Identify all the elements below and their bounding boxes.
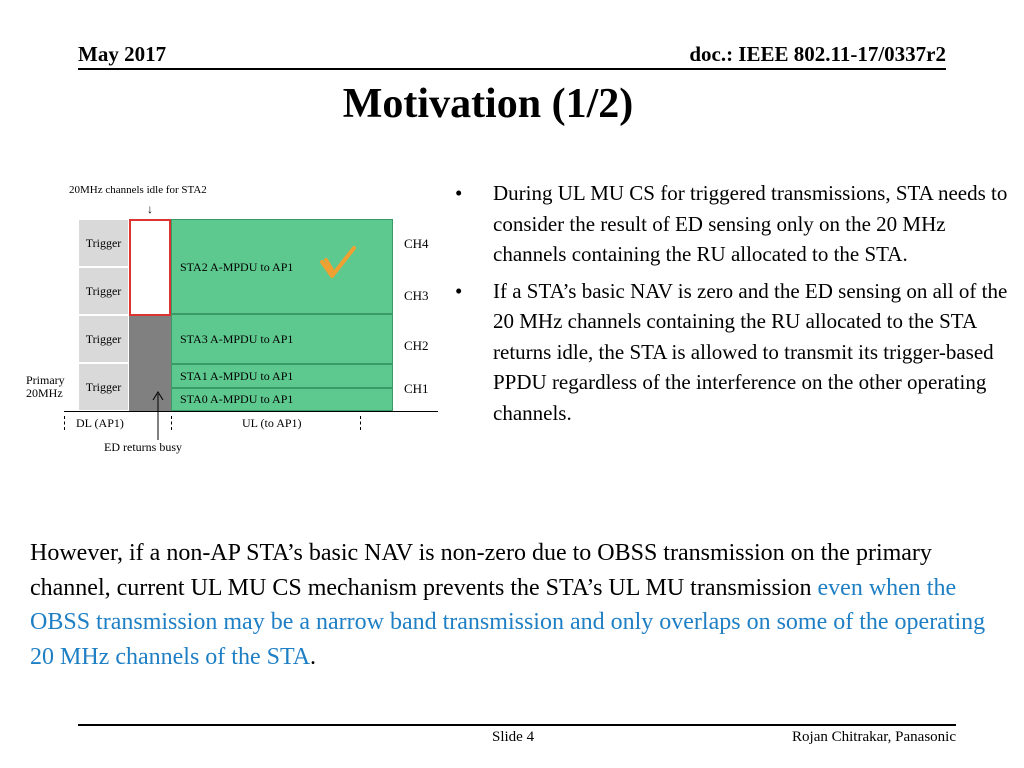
axis-tick-start	[64, 416, 66, 430]
trigger-ch3: Trigger	[78, 267, 129, 315]
sta1-block: STA1 A-MPDU to AP1	[171, 364, 393, 388]
paragraph-end: .	[310, 643, 317, 670]
bullet-item: • During UL MU CS for triggered transmiss…	[455, 178, 1010, 270]
busy-gap-box	[129, 316, 171, 411]
axis-tick-mid	[171, 416, 173, 430]
ul-label: UL (to AP1)	[242, 416, 302, 430]
header-divider	[78, 68, 946, 70]
bullet-text: If a STA’s basic NAV is zero and the ED …	[493, 278, 1008, 425]
idle-gap-box	[129, 219, 171, 316]
primary-label-line2: 20MHz	[26, 386, 63, 400]
axis-tick-end	[360, 416, 362, 430]
slide-number: Slide 4	[492, 729, 535, 745]
sta2-block: STA2 A-MPDU to AP1	[171, 219, 393, 314]
footer-author: Rojan Chitrakar, Panasonic	[792, 729, 956, 745]
channel-label-ch3: CH3	[404, 288, 429, 303]
sta0-block: STA0 A-MPDU to AP1	[171, 388, 393, 411]
bullet-item: • If a STA’s basic NAV is zero and the ED…	[455, 276, 1010, 429]
primary-channel-label: Primary 20MHz	[26, 374, 65, 400]
bullet-marker: •	[455, 181, 463, 205]
check-icon	[318, 244, 358, 284]
ed-busy-label: ED returns busy	[104, 440, 182, 454]
paragraph-text: However, if a non-AP STA’s basic NAV is …	[30, 540, 932, 601]
paragraph-highlight: even when the OBSS transmission may be a…	[30, 574, 986, 670]
slide-title: Motivation (1/2)	[342, 81, 634, 127]
header-date: May 2017	[78, 42, 167, 66]
footer-divider	[78, 724, 956, 726]
bullet-marker: •	[455, 278, 463, 303]
arrow-down-icon: ↓	[147, 202, 153, 216]
channel-label-ch2: CH2	[404, 338, 429, 353]
channel-label-ch4: CH4	[404, 236, 429, 251]
trigger-ch1: Trigger	[78, 363, 129, 411]
arrow-up-icon	[151, 390, 165, 440]
channel-diagram: 20MHz channels idle for STA2 ↓ Trigger T…	[20, 180, 450, 465]
primary-label-line1: Primary	[26, 373, 65, 387]
header-doc-id: doc.: IEEE 802.11-17/0337r2	[689, 42, 946, 66]
dl-label: DL (AP1)	[76, 416, 124, 430]
channel-label-ch1: CH1	[404, 381, 429, 396]
time-axis	[64, 411, 438, 412]
bullet-text: During UL MU CS for triggered transmissi…	[493, 181, 1008, 266]
bullet-list: • During UL MU CS for triggered transmiss…	[455, 178, 1010, 434]
trigger-ch4: Trigger	[78, 219, 129, 267]
idle-channels-label: 20MHz channels idle for STA2	[69, 184, 207, 196]
summary-paragraph: However, if a non-AP STA’s basic NAV is …	[30, 536, 1000, 674]
trigger-ch2: Trigger	[78, 315, 129, 363]
sta3-block: STA3 A-MPDU to AP1	[171, 314, 393, 364]
